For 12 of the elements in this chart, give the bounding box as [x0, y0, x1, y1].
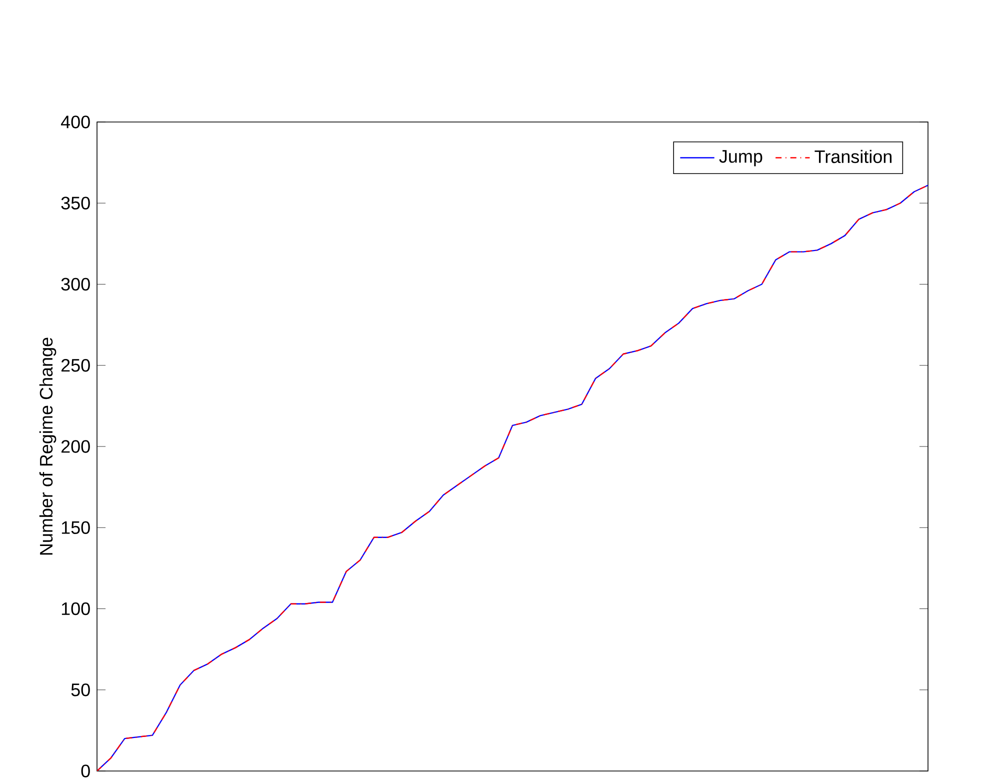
y-tick-label: 300	[61, 278, 90, 290]
y-tick-label: 50	[71, 683, 90, 696]
y-tick-label: 350	[61, 196, 90, 210]
y-tick-label: 400	[60, 115, 90, 128]
y-tick-label: 100	[62, 602, 90, 615]
y-tick-label: 150	[62, 521, 90, 534]
legend-label: Transition	[814, 150, 892, 163]
y-tick-label: 200	[61, 440, 90, 453]
y-tick-label: 0	[81, 764, 90, 778]
legend-label: Jump	[719, 150, 762, 166]
y-tick-label: 250	[61, 358, 90, 372]
y-axis-title: Number of Regime Change	[39, 338, 56, 554]
